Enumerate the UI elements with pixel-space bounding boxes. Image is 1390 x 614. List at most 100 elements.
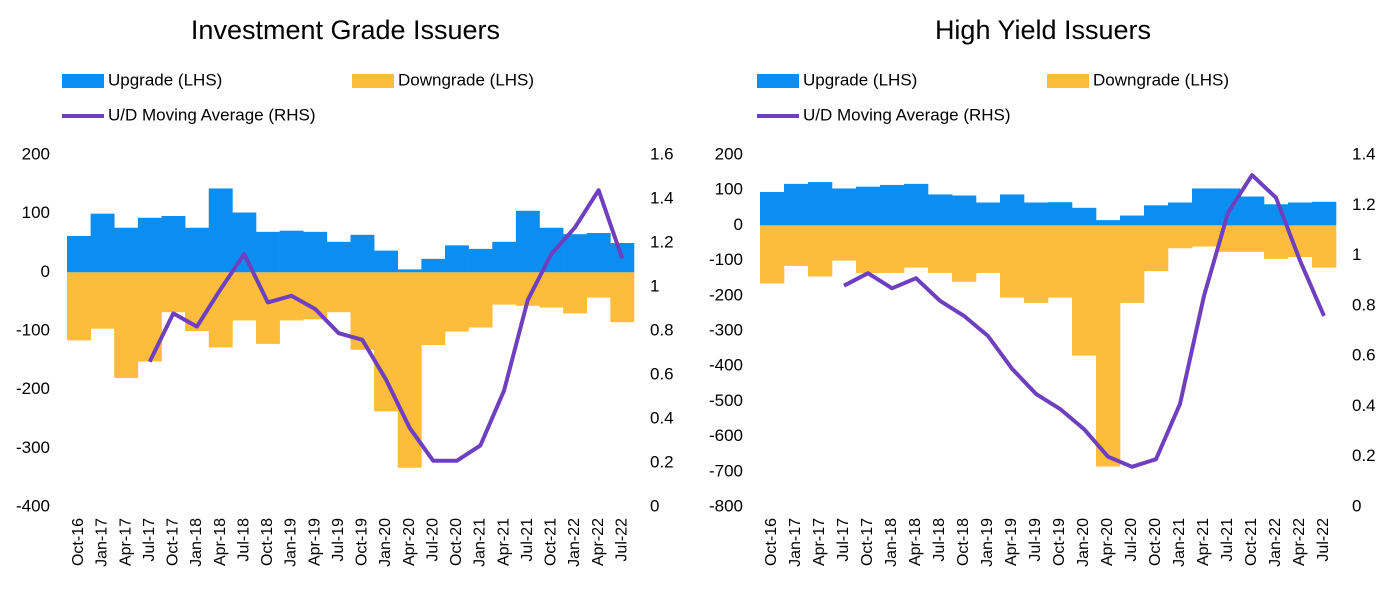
bar: [303, 231, 328, 273]
legend-label: Upgrade (LHS): [803, 70, 917, 89]
y-tick-label: -400: [709, 356, 743, 375]
y-tick-label: -800: [709, 496, 743, 515]
legend-swatch: [757, 74, 799, 88]
y2-tick-label: 0: [650, 496, 659, 515]
y-tick-label: 200: [715, 144, 743, 163]
bar: [952, 195, 977, 226]
x-tick-label: Apr-18: [907, 518, 924, 566]
x-tick-label: Oct-17: [165, 518, 182, 566]
x-tick-label: Jul-22: [613, 518, 630, 562]
y2-tick-label: 1.6: [650, 144, 674, 163]
y-tick-label: 200: [22, 144, 50, 163]
bar: [114, 227, 139, 273]
bar: [1120, 215, 1145, 226]
x-tick-label: Jul-18: [235, 518, 252, 562]
bar: [808, 182, 833, 226]
y2-tick-label: 0.8: [1352, 295, 1376, 314]
y2-tick-label: 1.2: [650, 232, 674, 251]
bar: [539, 272, 564, 308]
x-tick-label: Jul-21: [519, 518, 536, 562]
x-tick-label: Oct-20: [448, 518, 465, 566]
y-tick-label: -100: [709, 250, 743, 269]
x-tick-label: Jan-18: [188, 518, 205, 567]
y-tick-label: -200: [709, 285, 743, 304]
y2-tick-label: 1.2: [1352, 195, 1376, 214]
bar: [232, 272, 257, 321]
x-tick-label: Oct-21: [543, 518, 560, 566]
legend-label: U/D Moving Average (RHS): [803, 105, 1011, 124]
y-tick-label: 100: [22, 203, 50, 222]
x-tick-label: Jan-19: [283, 518, 300, 567]
chart: Investment Grade Issuers -400 -300 -200 -100…: [16, 15, 674, 567]
x-tick-label: Jan-21: [472, 518, 489, 567]
bar: [492, 272, 517, 305]
y2-tick-label: 1: [650, 276, 659, 295]
x-tick-label: Jul-19: [330, 518, 347, 562]
y-tick-label: -600: [709, 426, 743, 445]
y-tick-label: -500: [709, 391, 743, 410]
y2-tick-label: 0.2: [1352, 446, 1376, 465]
bar: [1216, 188, 1241, 226]
bar: [1144, 205, 1169, 226]
bar: [279, 230, 304, 273]
bar: [904, 183, 929, 226]
bar: [586, 272, 611, 298]
x-tick-label: Oct-21: [1243, 518, 1260, 566]
bar: [137, 272, 162, 362]
y-tick-label: -700: [709, 461, 743, 480]
y2-tick-label: 0.8: [650, 320, 674, 339]
x-tick-label: Jul-22: [1315, 518, 1332, 562]
bar: [784, 225, 809, 266]
bar: [856, 225, 881, 273]
x-tick-label: Apr-20: [1099, 518, 1116, 566]
bar: [67, 272, 91, 341]
x-tick-label: Jan-19: [979, 518, 996, 567]
bar: [303, 272, 328, 320]
bar: [492, 241, 517, 273]
y2-tick-label: 1: [1352, 245, 1361, 264]
bar: [539, 227, 564, 273]
bar: [515, 272, 540, 306]
bar: [67, 235, 91, 273]
bar: [904, 225, 929, 268]
bar: [114, 272, 139, 378]
x-tick-label: Apr-22: [590, 518, 607, 566]
bar: [90, 213, 115, 273]
bar: [256, 231, 280, 273]
x-tick-label: Oct-19: [354, 518, 371, 566]
chart-title: High Yield Issuers: [935, 15, 1151, 45]
x-tick-label: Jan-21: [1171, 518, 1188, 567]
legend-swatch: [352, 74, 394, 88]
bar: [421, 272, 446, 346]
bar: [1072, 225, 1097, 356]
x-tick-label: Apr-17: [811, 518, 828, 566]
y-tick-label: 100: [715, 180, 743, 199]
chart: High Yield Issuers -800 -700 -600 -500 -400 -3…: [709, 15, 1376, 567]
x-tick-label: Apr-19: [306, 518, 323, 566]
bar: [208, 272, 233, 348]
bar: [1072, 207, 1097, 226]
bar: [880, 225, 905, 273]
x-tick-label: Apr-20: [401, 518, 418, 566]
x-tick-label: Jul-19: [1027, 518, 1044, 562]
x-tick-label: Oct-19: [1051, 518, 1068, 566]
bar: [350, 272, 375, 350]
x-tick-label: Jan-20: [377, 518, 394, 567]
bar: [1024, 202, 1049, 226]
y2-tick-label: 0.6: [1352, 346, 1376, 365]
x-tick-label: Apr-21: [1195, 518, 1212, 566]
bar: [1192, 188, 1217, 226]
bar: [1120, 225, 1145, 303]
bar: [161, 216, 186, 273]
x-tick-label: Jul-18: [931, 518, 948, 562]
bar: [421, 258, 446, 273]
x-tick-label: Apr-21: [495, 518, 512, 566]
x-tick-label: Jan-18: [883, 518, 900, 567]
chart-title: Investment Grade Issuers: [191, 15, 500, 45]
bar: [1000, 225, 1025, 298]
y-tick-label: -300: [709, 320, 743, 339]
bar: [1096, 225, 1121, 467]
bar: [563, 272, 588, 314]
x-tick-label: Jan-17: [787, 518, 804, 567]
